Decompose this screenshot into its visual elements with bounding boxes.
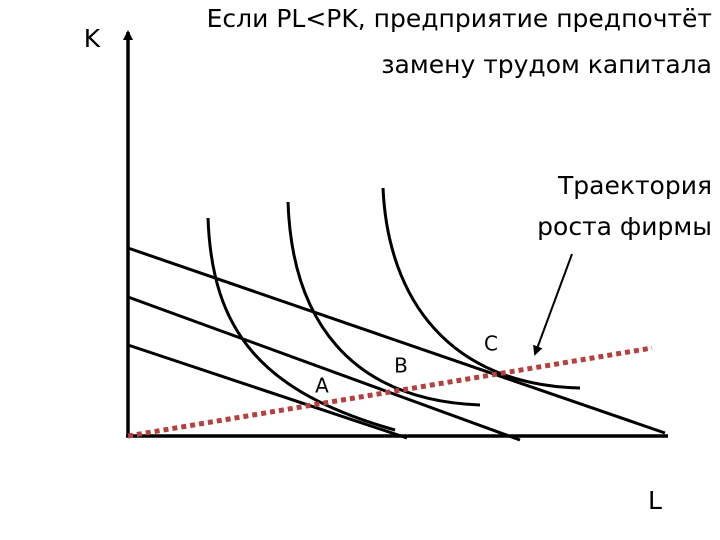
point-label: A <box>315 374 329 398</box>
isoquant <box>381 187 581 390</box>
title-line: замену трудом капитала <box>381 50 712 79</box>
isoquants <box>206 187 581 432</box>
isocost-line <box>127 295 521 442</box>
isocost-line <box>127 246 666 435</box>
isocost-lines <box>127 246 666 442</box>
point-label: B <box>394 354 408 378</box>
annotation-arrow <box>533 253 573 356</box>
growth-path <box>127 345 653 439</box>
annotation-line: Траектория <box>557 171 712 200</box>
point-label: C <box>484 332 498 356</box>
y-axis-label: K <box>84 24 101 53</box>
annotation-line: роста фирмы <box>537 212 712 241</box>
isocost-line <box>127 343 408 440</box>
x-axis-label: L <box>648 486 662 515</box>
isoquant <box>206 217 396 432</box>
title-line: Если PL<PK, предприятие предпочтёт <box>207 4 712 33</box>
isoquant <box>286 201 481 407</box>
